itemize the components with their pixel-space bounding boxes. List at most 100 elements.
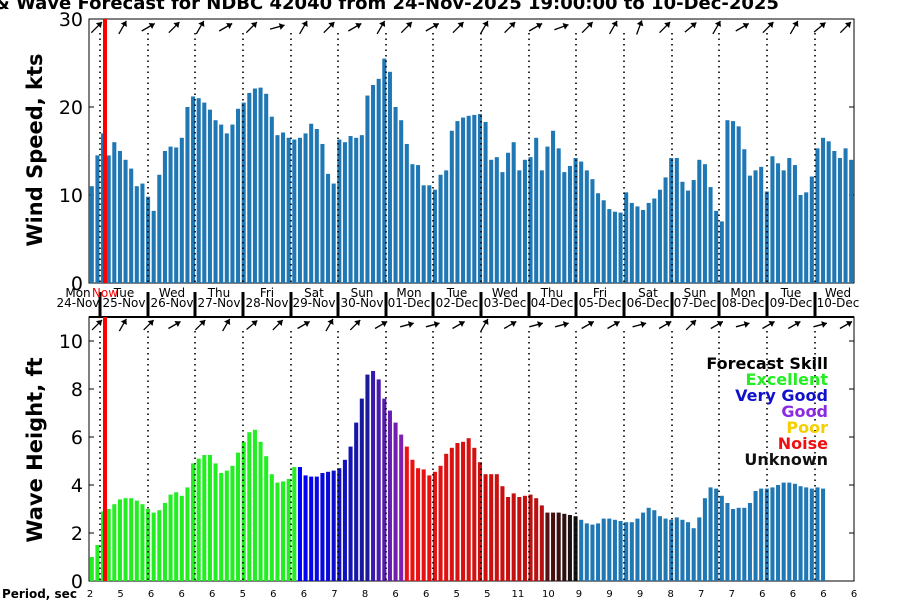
wind-bar [461,117,466,283]
wind-direction-arrow [659,21,671,34]
wind-bar [528,157,533,283]
wind-direction-arrow [839,21,852,34]
wind-bar [680,181,685,283]
wind-arrow-head [95,22,102,29]
day-of-week-label: Fri [593,286,607,300]
wind-bar [697,159,702,283]
wind-bar [359,135,364,283]
wave-direction-arrow [400,321,414,328]
wave-bar [747,503,752,581]
wave-direction-arrow [581,320,595,330]
wind-bar [477,114,482,283]
wave-bar [719,495,724,581]
legend-title: Forecast Skill [706,354,828,373]
wind-bar [393,107,398,283]
wind-arrow-head [405,22,412,29]
wind-bar [590,179,595,283]
wave-bar [410,459,415,581]
legend-item-label: Good [781,402,828,421]
wave-bar [247,432,252,581]
wind-bar [686,190,691,283]
wave-bar [517,497,522,581]
wind-bar [371,85,376,283]
period-value: 9 [576,589,582,600]
wave-bar [281,481,286,581]
wind-bar [770,156,775,283]
wave-bar [252,429,257,581]
wind-bar [674,158,679,283]
wave-direction-arrow [787,320,801,330]
wind-direction-arrow [425,22,440,32]
wave-bar [224,470,229,581]
wind-arrow-head [819,22,826,29]
wind-bar [202,102,207,283]
wind-bar [776,163,781,283]
wind-bar [489,159,494,283]
wave-arrow-head [716,320,723,328]
wave-bar [376,379,381,581]
wind-bar [652,198,657,283]
wave-arrow-head [821,321,827,328]
wind-bar [804,192,809,283]
wave-bar [359,398,364,581]
wind-direction-arrow [712,20,721,35]
now-label: Now [92,286,118,300]
wave-bar [629,522,634,581]
wind-arrow-head [611,20,618,28]
period-value: 6 [178,589,184,600]
wind-bar [174,147,179,283]
wave-bar [708,487,713,581]
wind-arrow-head [457,22,464,29]
wind-direction-arrow [554,23,569,31]
day-of-week-label: Wed [492,286,518,300]
day-of-week-label: Wed [825,286,851,300]
period-value: 6 [209,589,215,600]
wave-bar [798,486,803,581]
wave-bar [624,522,629,581]
wind-bar [134,186,139,283]
wave-direction-arrow [710,320,724,330]
wind-bar [837,158,842,283]
wind-bar [663,177,668,283]
wave-direction-arrow [607,320,620,330]
wind-y-tick-label: 10 [59,185,83,207]
wind-arrow-head [173,22,180,29]
day-of-week-label: Sun [684,286,707,300]
period-value: 9 [637,589,643,600]
wave-direction-arrow [632,321,647,328]
wave-direction-arrow [658,320,672,330]
wave-arrow-head [510,320,517,328]
legend-item-label: Poor [786,418,828,437]
wind-direction-arrow [195,20,205,35]
day-of-week-label: Thu [540,286,564,300]
wind-bar [331,183,336,283]
wave-arrow-head [665,320,672,328]
period-value: 6 [820,589,826,600]
wave-arrow-head [251,320,258,327]
wave-y-axis-label: Wave Height, ft [23,357,47,542]
period-axis: Period, sec 2 5 6 6 6 5 6 6 7 8 6 6 5 5 11 10 9 9 9 8 7 7 6 6 6 6 [2,587,857,600]
day-of-week-label: Sun [351,286,374,300]
wind-bar [539,170,544,283]
period-value: 6 [790,589,796,600]
wave-bar [185,487,190,581]
wave-bar [697,517,702,581]
wind-bar [669,158,674,283]
wave-bar [129,498,134,581]
wind-bar [759,166,764,283]
wind-bar [736,126,741,283]
date-label: 08-Dec [722,296,765,310]
wave-bar [264,456,269,581]
wave-bar [511,493,516,581]
period-value: 11 [511,589,524,600]
wave-bar [815,487,820,581]
wind-speed-panel: 0 10 20 30 [59,9,855,295]
legend-item-label: Excellent [746,370,829,389]
wind-bar [742,149,747,283]
wave-bar [506,497,511,581]
wind-bar [714,210,719,283]
date-label: 09-Dec [770,296,813,310]
wave-direction-arrow [685,319,697,331]
wave-arrow-head [458,320,465,328]
wind-bar [230,124,235,283]
